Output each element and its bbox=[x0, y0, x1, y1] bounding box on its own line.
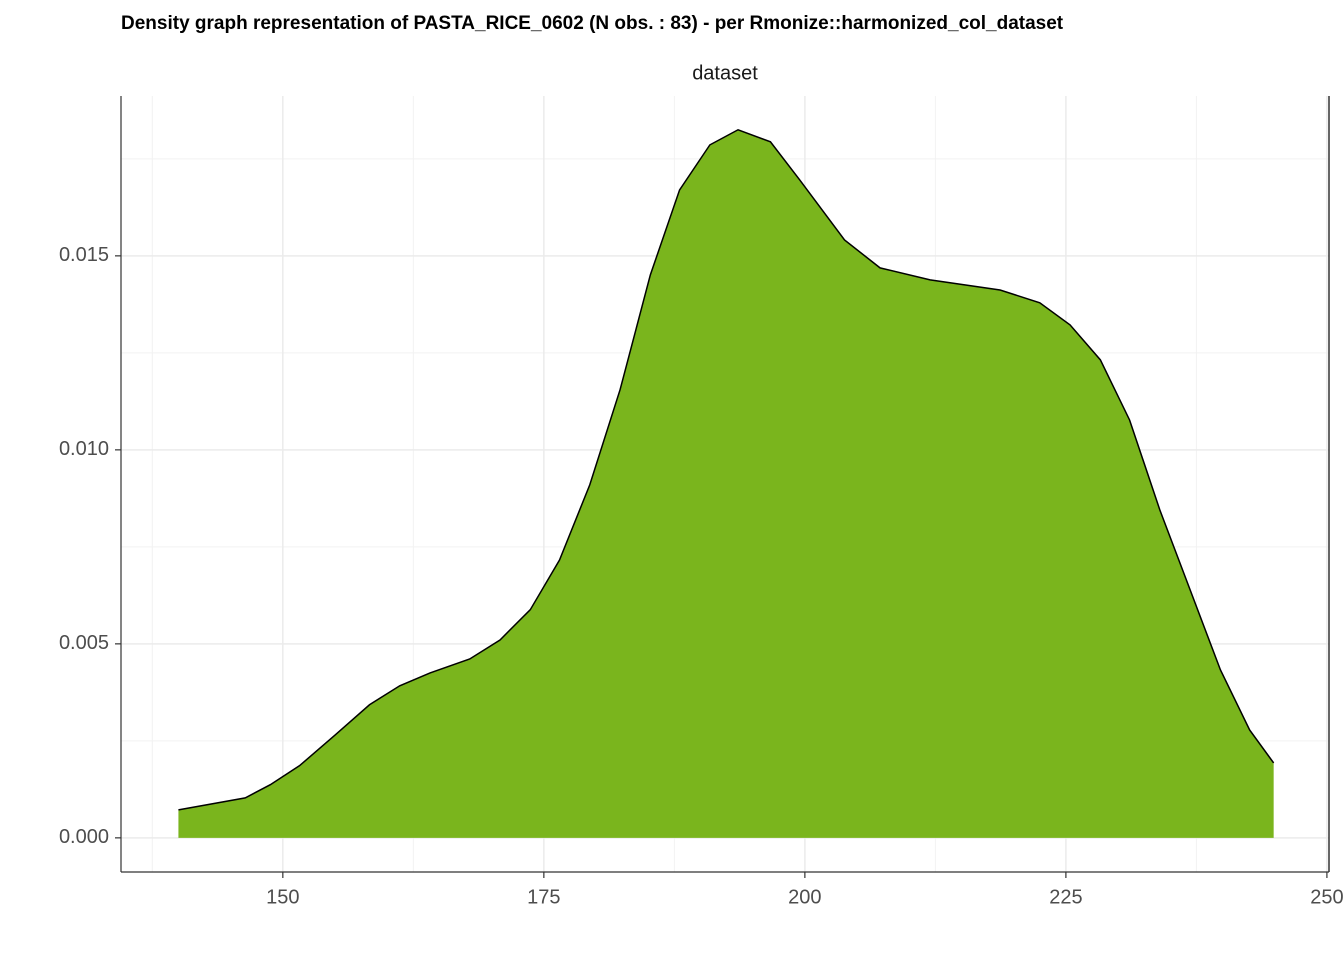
y-tick-label: 0.000 bbox=[59, 826, 109, 848]
x-tick-label: 150 bbox=[266, 886, 299, 908]
x-tick-label: 225 bbox=[1049, 886, 1082, 908]
y-tick-label: 0.005 bbox=[59, 632, 109, 654]
x-tick-label: 250 bbox=[1310, 886, 1343, 908]
chart-title: Density graph representation of PASTA_RI… bbox=[121, 13, 1064, 34]
y-tick-label: 0.015 bbox=[59, 244, 109, 266]
y-tick-label: 0.010 bbox=[59, 438, 109, 460]
area-fill bbox=[178, 129, 1274, 838]
x-tick-label: 175 bbox=[527, 886, 560, 908]
x-tick-label: 200 bbox=[788, 886, 821, 908]
area-outline bbox=[178, 128, 1275, 811]
facet-label: dataset bbox=[692, 62, 758, 84]
